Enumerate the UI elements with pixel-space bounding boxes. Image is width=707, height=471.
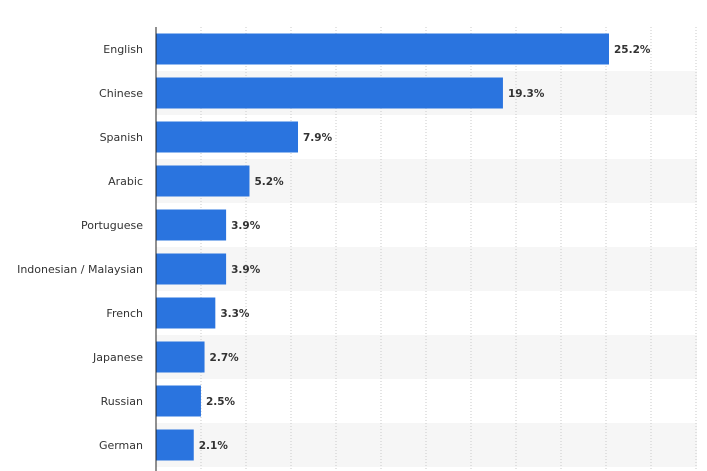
bar-german[interactable] (156, 429, 194, 461)
category-labels: English Chinese Spanish Arabic Portuguese Ind… (17, 43, 143, 452)
bar-chinese[interactable] (156, 77, 503, 109)
category-label: Arabic (108, 175, 143, 188)
bar-english[interactable] (156, 33, 609, 65)
bar-spanish[interactable] (156, 121, 299, 153)
category-label: Indonesian / Malaysian (17, 263, 143, 276)
grid-lines (200, 27, 697, 471)
value-label: 2.7% (210, 352, 240, 364)
value-labels: 25.2% 19.3% 7.9% 5.2% 3.9% 3.9% 3.3% 2.7% 2.5% 2.… (199, 44, 651, 452)
value-label: 25.2% (614, 44, 651, 56)
value-label: 7.9% (303, 132, 333, 144)
value-label: 2.5% (206, 396, 236, 408)
row-stripe (156, 247, 697, 291)
bar-russian[interactable] (156, 385, 201, 417)
value-label: 19.3% (508, 88, 545, 100)
category-label: Chinese (99, 87, 143, 100)
category-label: Japanese (92, 351, 143, 364)
category-label: Russian (101, 395, 143, 408)
category-label: French (106, 307, 143, 320)
value-label: 5.2% (254, 176, 284, 188)
bars (156, 33, 609, 461)
value-label: 3.3% (220, 308, 250, 320)
value-label: 2.1% (199, 440, 229, 452)
category-label: Portuguese (81, 219, 143, 232)
category-label: Spanish (100, 131, 143, 144)
value-label: 3.9% (231, 264, 261, 276)
bar-arabic[interactable] (156, 165, 250, 197)
category-label: German (99, 439, 143, 452)
category-label: English (103, 43, 143, 56)
bar-japanese[interactable] (156, 341, 205, 373)
bar-portuguese[interactable] (156, 209, 227, 241)
value-label: 3.9% (231, 220, 261, 232)
bar-french[interactable] (156, 297, 216, 329)
bar-indonesian-malaysian[interactable] (156, 253, 227, 285)
